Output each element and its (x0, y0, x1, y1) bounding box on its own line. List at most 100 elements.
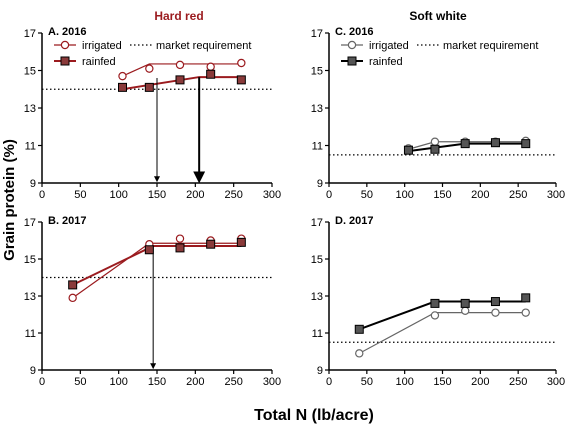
y-tick-label: 15 (311, 254, 323, 266)
y-tick-label: 13 (311, 103, 323, 115)
x-tick-label: 100 (109, 189, 127, 201)
point-rainfed (236, 237, 246, 247)
x-tick-label: 200 (471, 376, 489, 388)
legend-label-rainfed: rainfed (369, 56, 403, 68)
x-tick-label: 150 (433, 189, 451, 201)
panel-title: A. 2016 (48, 26, 87, 38)
column-title-hard-red: Hard red (154, 9, 203, 23)
point-rainfed (175, 75, 185, 85)
x-tick-label: 150 (148, 376, 166, 388)
point-irrigated (461, 306, 470, 315)
y-tick-label: 9 (30, 365, 36, 377)
y-tick-label: 15 (24, 66, 36, 78)
panel-b: 0 50 100 150 200 250 300 9 11 13 15 17 B. 2017 (24, 215, 281, 388)
legend-label-irrigated: irrigated (82, 40, 122, 52)
x-tick-label: 200 (186, 189, 204, 201)
x-tick-label: 0 (39, 189, 45, 201)
fit-line-irrigated (358, 312, 526, 354)
y-tick-label: 11 (25, 328, 36, 340)
legend-label-market: market requirement (156, 40, 251, 52)
point-rainfed (430, 298, 440, 308)
x-tick-label: 300 (547, 189, 565, 201)
shared-x-axis-label: Total N (lb/acre) (254, 407, 374, 424)
x-tick-label: 100 (109, 376, 127, 388)
y-tick-label: 11 (312, 141, 323, 153)
panel-title: C. 2016 (335, 26, 374, 38)
x-tick-label: 300 (263, 376, 281, 388)
fit-line-irrigated (72, 242, 242, 299)
point-rainfed (460, 139, 470, 149)
point-rainfed (521, 139, 531, 149)
point-rainfed (521, 293, 531, 303)
legend-label-rainfed: rainfed (82, 56, 116, 68)
y-tick-label: 13 (311, 291, 323, 303)
shared-y-axis-label: Grain protein (%) (1, 139, 18, 261)
point-rainfed (175, 243, 185, 253)
point-irrigated (355, 349, 364, 358)
point-rainfed (144, 82, 154, 92)
point-irrigated (521, 308, 530, 317)
x-tick-label: 50 (361, 376, 373, 388)
point-irrigated (237, 58, 246, 68)
point-rainfed (460, 298, 470, 308)
panel-d: 0 50 100 150 200 250 300 9 11 13 15 17 D. 2017 (311, 215, 565, 388)
y-tick-label: 9 (317, 178, 323, 190)
x-tick-label: 200 (471, 189, 489, 201)
y-tick-label: 9 (317, 365, 323, 377)
x-tick-label: 250 (224, 189, 242, 201)
y-tick-label: 15 (311, 66, 323, 78)
y-tick-label: 9 (30, 178, 36, 190)
x-tick-label: 50 (74, 376, 86, 388)
y-tick-label: 13 (24, 291, 36, 303)
panel-c: 0 50 100 150 200 250 300 9 11 13 15 17 C. 2016 irriga… (311, 26, 565, 201)
point-rainfed (206, 239, 216, 249)
x-tick-label: 150 (148, 189, 166, 201)
point-irrigated (68, 293, 77, 303)
point-rainfed (68, 280, 78, 290)
column-title-soft-white: Soft white (409, 9, 467, 23)
y-tick-label: 13 (24, 103, 36, 115)
y-tick-label: 17 (311, 28, 323, 40)
point-irrigated (175, 234, 185, 243)
point-rainfed (490, 297, 500, 307)
x-tick-label: 50 (74, 189, 86, 201)
point-irrigated (206, 62, 215, 71)
x-tick-label: 0 (326, 376, 332, 388)
point-irrigated (430, 311, 440, 320)
point-rainfed (118, 82, 127, 92)
legend-marker-rainfed (347, 56, 357, 66)
x-tick-label: 300 (547, 376, 565, 388)
point-irrigated (430, 137, 440, 146)
point-irrigated (118, 71, 127, 81)
x-tick-label: 250 (509, 376, 527, 388)
panel-title: B. 2017 (48, 215, 87, 227)
legend-marker-irrigated (60, 40, 70, 50)
y-tick-label: 17 (311, 217, 323, 229)
legend-label-irrigated: irrigated (369, 40, 409, 52)
point-rainfed (206, 69, 216, 79)
legend-label-market: market requirement (443, 40, 538, 52)
point-rainfed (490, 138, 500, 148)
x-tick-label: 250 (224, 376, 242, 388)
legend-marker-irrigated (347, 40, 357, 50)
x-tick-label: 250 (509, 189, 527, 201)
point-rainfed (354, 324, 364, 334)
point-rainfed (144, 245, 154, 255)
x-tick-label: 300 (263, 189, 281, 201)
legend-marker-rainfed (60, 56, 70, 66)
fit-line-rainfed (358, 300, 526, 331)
x-tick-label: 0 (39, 376, 45, 388)
point-irrigated (145, 64, 154, 73)
y-tick-label: 17 (24, 28, 36, 40)
fit-line-rainfed (72, 245, 242, 286)
panel-a: 0 50 100 150 200 250 300 9 11 13 15 17 A. 2016 irriga… (24, 26, 281, 201)
point-irrigated (175, 60, 185, 70)
x-tick-label: 150 (433, 376, 451, 388)
x-tick-label: 100 (395, 376, 413, 388)
point-rainfed (430, 144, 440, 154)
point-rainfed (236, 75, 246, 85)
y-tick-label: 11 (312, 328, 323, 340)
y-tick-label: 11 (25, 141, 36, 153)
x-tick-label: 200 (186, 376, 204, 388)
